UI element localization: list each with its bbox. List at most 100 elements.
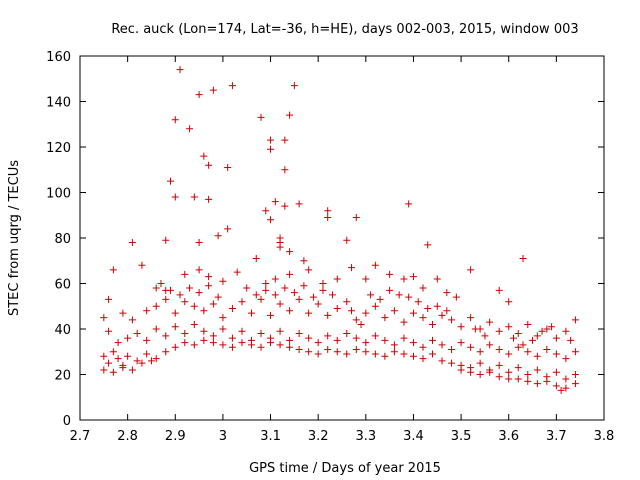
- x-tick-label: 2.9: [165, 429, 186, 444]
- data-point: [562, 384, 570, 392]
- data-point: [305, 266, 313, 274]
- chart-title: Rec. auck (Lon=174, Lat=-36, h=HE), days…: [111, 22, 578, 37]
- data-point: [424, 305, 432, 313]
- data-point: [448, 345, 456, 353]
- data-point: [114, 355, 122, 363]
- data-point: [471, 325, 479, 333]
- data-point: [176, 291, 184, 299]
- data-point: [190, 341, 198, 349]
- x-axis-label: GPS time / Days of year 2015: [249, 461, 441, 476]
- data-point: [362, 309, 370, 317]
- data-point: [105, 359, 113, 367]
- data-point: [533, 352, 541, 360]
- data-point: [429, 320, 437, 328]
- data-point: [238, 327, 246, 335]
- data-point: [424, 241, 432, 249]
- data-point: [538, 327, 546, 335]
- data-point: [562, 327, 570, 335]
- data-point: [276, 327, 284, 335]
- data-point: [119, 364, 127, 372]
- data-point: [271, 291, 279, 299]
- data-point: [257, 330, 265, 338]
- data-point: [467, 343, 475, 351]
- plot-frame: [79, 55, 605, 421]
- y-axis-label: STEC from uqrg / TECUs: [7, 160, 22, 316]
- data-point: [295, 330, 303, 338]
- data-point: [257, 295, 265, 303]
- data-point: [147, 357, 155, 365]
- y-tick-label: 80: [54, 232, 71, 247]
- data-point: [286, 270, 294, 278]
- data-point: [505, 350, 513, 358]
- data-point: [267, 311, 275, 319]
- data-point: [457, 323, 465, 331]
- data-point: [552, 350, 560, 358]
- data-point: [543, 377, 551, 385]
- data-point: [419, 314, 427, 322]
- data-point: [467, 266, 475, 274]
- y-axis: 0 20 40 60 80 100 120 140 160: [46, 50, 604, 429]
- data-point: [186, 284, 194, 292]
- y-tick-label: 160: [46, 50, 71, 65]
- data-point: [419, 355, 427, 363]
- data-point: [214, 232, 222, 240]
- data-point: [476, 371, 484, 378]
- data-markers: [100, 66, 579, 394]
- data-point: [514, 364, 522, 372]
- data-point: [128, 239, 136, 247]
- data-point: [390, 307, 398, 315]
- data-point: [314, 339, 322, 347]
- data-point: [252, 254, 260, 262]
- data-point: [176, 66, 184, 74]
- data-point: [205, 282, 213, 290]
- data-point: [543, 325, 551, 333]
- y-tick-label: 120: [46, 141, 71, 156]
- data-point: [543, 345, 551, 353]
- data-point: [171, 323, 179, 331]
- data-point: [548, 323, 556, 331]
- data-point: [209, 300, 217, 308]
- data-point: [200, 327, 208, 335]
- data-point: [267, 216, 275, 224]
- data-point: [443, 289, 451, 297]
- data-point: [438, 341, 446, 349]
- data-point: [348, 307, 356, 315]
- data-point: [448, 316, 456, 324]
- data-point: [333, 336, 341, 344]
- data-point: [524, 377, 532, 385]
- data-point: [352, 214, 360, 222]
- data-point: [562, 375, 570, 383]
- data-point: [305, 348, 313, 356]
- data-point: [405, 200, 413, 208]
- data-point: [514, 330, 522, 338]
- data-point: [400, 318, 408, 326]
- y-tick-label: 100: [46, 187, 71, 202]
- x-tick-label: 3.8: [594, 429, 615, 444]
- data-point: [124, 352, 132, 360]
- data-point: [200, 152, 208, 160]
- data-point: [290, 82, 298, 90]
- y-tick-label: 140: [46, 96, 71, 111]
- data-point: [438, 357, 446, 365]
- data-point: [324, 345, 332, 353]
- data-point: [324, 332, 332, 340]
- data-point: [143, 307, 151, 315]
- x-tick-label: 3.7: [546, 429, 567, 444]
- data-point: [295, 200, 303, 208]
- data-point: [352, 334, 360, 342]
- data-point: [319, 286, 327, 294]
- data-point: [433, 275, 441, 283]
- data-point: [457, 339, 465, 347]
- data-point: [276, 300, 284, 308]
- data-point: [214, 293, 222, 301]
- data-point: [400, 334, 408, 342]
- data-point: [209, 86, 217, 94]
- data-point: [409, 309, 417, 317]
- data-point: [505, 323, 513, 331]
- data-point: [228, 343, 236, 351]
- data-point: [400, 275, 408, 283]
- data-point: [371, 332, 379, 340]
- data-point: [300, 282, 308, 290]
- plot-area: [79, 55, 605, 421]
- data-point: [333, 275, 341, 283]
